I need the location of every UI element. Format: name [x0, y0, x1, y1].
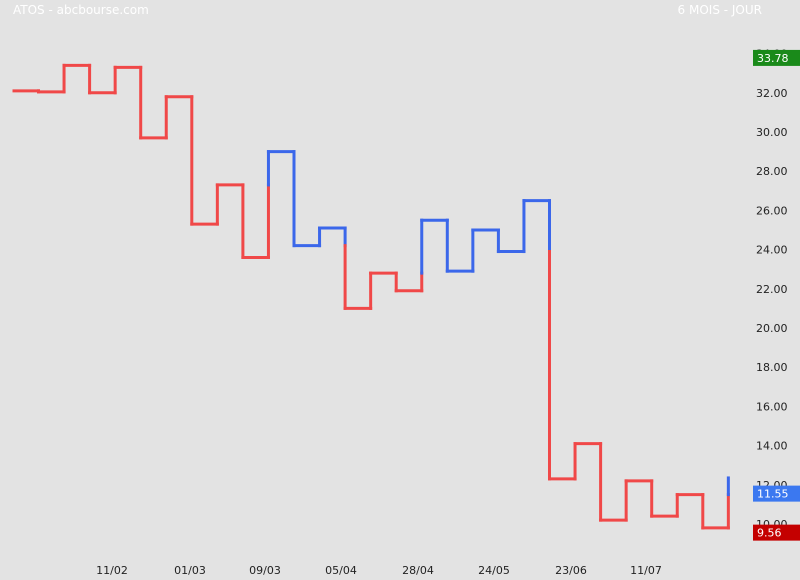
y-tick-label: 30.00 — [756, 126, 788, 139]
kagi-line-group — [12, 63, 730, 530]
low-price-flag-box — [753, 524, 800, 541]
x-tick-label: 24/05 — [478, 564, 510, 577]
y-tick-label: 14.00 — [756, 440, 788, 453]
chart-period-label: 6 MOIS - JOUR — [677, 3, 762, 17]
y-tick-label: 16.00 — [756, 400, 788, 413]
chart-source-title: ATOS - abcbourse.com — [13, 3, 149, 17]
high-price-flag-label: 33.78 — [757, 52, 789, 65]
x-tick-label: 28/04 — [402, 564, 434, 577]
last-price-flag-label: 11.55 — [757, 488, 789, 501]
x-tick-label: 11/07 — [630, 564, 662, 577]
x-tick-label: 01/03 — [174, 564, 206, 577]
x-tick-label: 23/06 — [555, 564, 587, 577]
y-tick-label: 24.00 — [756, 244, 788, 257]
y-tick-label: 20.00 — [756, 322, 788, 335]
high-price-flag-box — [753, 49, 800, 66]
x-tick-label: 09/03 — [249, 564, 281, 577]
y-axis-ticks: 10.0012.0014.0016.0018.0020.0022.0024.00… — [756, 48, 788, 531]
y-tick-label: 22.00 — [756, 283, 788, 296]
y-tick-label: 26.00 — [756, 204, 788, 217]
x-axis-ticks: 11/02 01/03 09/03 05/04 28/04 24/05 23/06 11/07 — [96, 564, 662, 577]
y-tick-label: 18.00 — [756, 361, 788, 374]
y-tick-label: 32.00 — [756, 87, 788, 100]
low-price-flag-label: 9.56 — [757, 527, 782, 540]
price-flags: 33.78 11.55 9.56 — [753, 49, 800, 541]
y-tick-label: 28.00 — [756, 165, 788, 178]
x-tick-label: 11/02 — [96, 564, 128, 577]
last-price-flag-box — [753, 485, 800, 502]
x-tick-label: 05/04 — [325, 564, 357, 577]
